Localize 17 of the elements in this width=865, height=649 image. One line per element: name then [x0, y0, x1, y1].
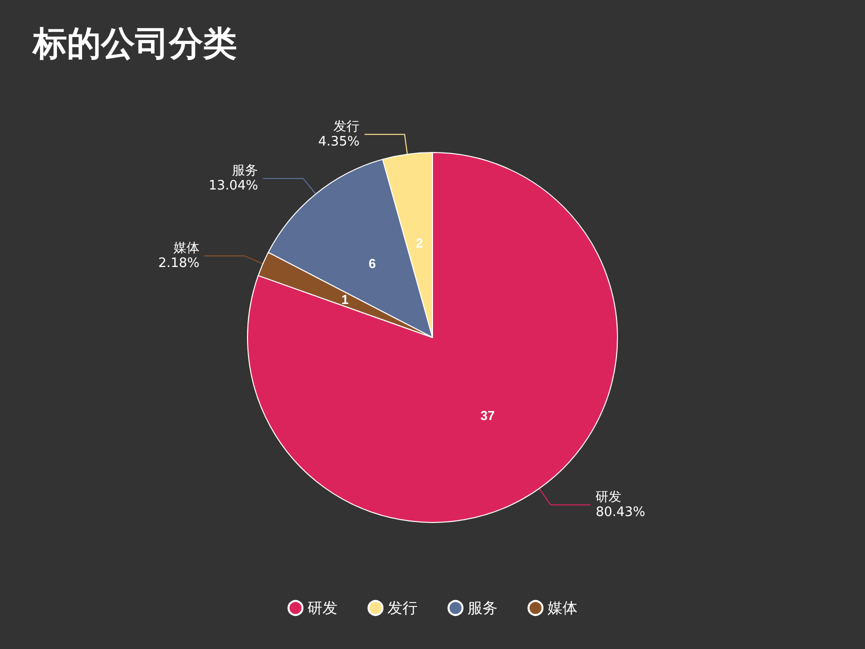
data-label: 6 — [368, 256, 376, 271]
data-label: 37 — [480, 408, 495, 423]
chart-title: 标的公司分类 — [31, 24, 237, 64]
legend-label: 媒体 — [548, 599, 578, 617]
data-label: 1 — [341, 292, 349, 307]
text: 13.04% — [208, 178, 258, 194]
text: 80.43% — [596, 504, 646, 520]
data-label: 2 — [416, 235, 424, 250]
legend-label: 发行 — [388, 599, 418, 617]
legend-label: 研发 — [308, 599, 338, 617]
slice-label: 服务 — [232, 163, 258, 178]
slice-label: 发行 — [334, 119, 360, 134]
text: 2.18% — [158, 256, 200, 271]
legend-label: 服务 — [468, 599, 498, 617]
slice-label: 研发 — [596, 490, 622, 505]
slice-label: 媒体 — [174, 240, 200, 256]
text: 4.35% — [318, 134, 360, 150]
